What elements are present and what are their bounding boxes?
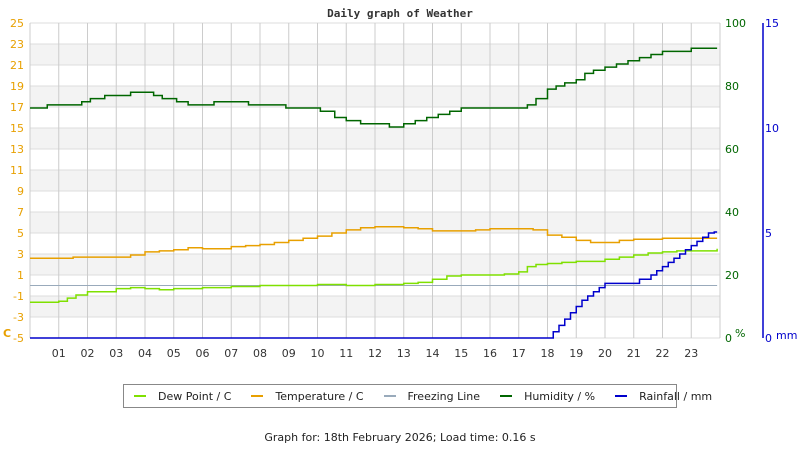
humidity-tick: 40	[725, 206, 739, 219]
rainfall-tick: 5	[765, 227, 772, 240]
legend-label: Temperature / C	[275, 389, 364, 403]
hour-tick: 06	[196, 347, 210, 360]
legend-swatch-icon	[615, 395, 628, 397]
legend-item: Rainfall / mm	[611, 390, 712, 403]
temperature-tick: 23	[10, 38, 24, 51]
hour-tick: 05	[167, 347, 181, 360]
temperature-axis-label: C	[3, 327, 11, 340]
hour-tick: 08	[253, 347, 267, 360]
hour-axis-ticks: 01 02 03 04 05 06 07 08 09 10 11 12 13 14 15 16 17 18 19 20…	[52, 347, 699, 360]
hour-tick: 11	[339, 347, 353, 360]
rainfall-axis-label: mm	[776, 329, 797, 342]
temperature-tick: 21	[10, 59, 24, 72]
legend-label: Humidity / %	[524, 389, 596, 403]
legend-label: Rainfall / mm	[639, 389, 713, 403]
hour-tick: 23	[684, 347, 698, 360]
chart-title: Daily graph of Weather	[327, 7, 473, 20]
legend-swatch-icon	[251, 395, 264, 397]
humidity-line	[30, 47, 718, 128]
hour-tick: 21	[627, 347, 641, 360]
legend-item: Temperature / C	[247, 389, 364, 403]
temperature-tick: 9	[17, 185, 24, 198]
temperature-tick: 19	[10, 80, 24, 93]
legend-swatch-icon	[500, 395, 513, 397]
temperature-tick: 15	[10, 122, 24, 135]
hour-tick: 07	[224, 347, 238, 360]
temperature-tick: 13	[10, 143, 24, 156]
legend-item: Freezing Line	[380, 389, 481, 403]
legend-item: Dew Point / C	[130, 390, 231, 403]
humidity-axis-ticks: 100 80 60 40 20 0	[725, 17, 746, 345]
temperature-tick: 7	[17, 206, 24, 219]
temperature-tick: 1	[17, 269, 24, 282]
rainfall-mm-line	[30, 231, 718, 339]
hour-tick: 12	[368, 347, 382, 360]
temperature-c-line	[30, 225, 718, 259]
chart-legend: Dew Point / C Temperature / C Freezing Lin…	[123, 384, 712, 408]
hour-tick: 04	[138, 347, 152, 360]
legend-label: Freezing Line	[407, 389, 481, 403]
humidity-axis-label: %	[735, 327, 745, 340]
humidity-tick: 100	[725, 17, 746, 30]
hour-tick: 18	[541, 347, 555, 360]
humidity-tick: 80	[725, 80, 739, 93]
graph-footer: Graph for: 18th February 2026; Load time…	[264, 431, 536, 444]
temperature-tick: -1	[13, 290, 24, 303]
humidity-tick: 20	[725, 269, 739, 282]
hour-tick: 17	[512, 347, 526, 360]
temperature-tick: -5	[13, 332, 24, 345]
hour-tick: 16	[483, 347, 497, 360]
hour-tick: 03	[109, 347, 123, 360]
hour-tick: 13	[397, 347, 411, 360]
hour-tick: 14	[426, 347, 440, 360]
rainfall-axis-ticks: 15 10 5 0	[765, 17, 779, 345]
legend-swatch-icon	[134, 395, 146, 397]
temperature-axis-ticks: 25 23 21 19 17 15 13 11 9 7 5 3 1 -1 -3 -5	[10, 17, 24, 345]
temperature-tick: 3	[17, 248, 24, 261]
hour-tick: 09	[282, 347, 296, 360]
hour-tick: 19	[569, 347, 583, 360]
weather-chart: Daily graph of Weather 25232119171513119…	[3, 7, 797, 360]
hour-tick: 10	[311, 347, 325, 360]
dew-point-c-line	[30, 248, 718, 304]
rainfall-tick: 10	[765, 122, 779, 135]
hour-tick: 02	[81, 347, 95, 360]
rainfall-tick: 15	[765, 17, 779, 30]
legend-label: Dew Point / C	[158, 389, 232, 403]
hour-tick: 01	[52, 347, 66, 360]
hour-tick: 15	[454, 347, 468, 360]
rainfall-tick: 0	[765, 332, 772, 345]
humidity-tick: 60	[725, 143, 739, 156]
data-series	[30, 47, 718, 339]
hour-tick: 22	[656, 347, 670, 360]
temperature-tick: 17	[10, 101, 24, 114]
temperature-tick: 5	[17, 227, 24, 240]
temperature-tick: -3	[13, 311, 24, 324]
temperature-tick: 25	[10, 17, 24, 30]
temperature-tick: 11	[10, 164, 24, 177]
legend-item: Humidity / %	[496, 390, 595, 403]
hour-tick: 20	[598, 347, 612, 360]
humidity-tick: 0	[725, 332, 732, 345]
legend-swatch-icon	[383, 395, 396, 397]
